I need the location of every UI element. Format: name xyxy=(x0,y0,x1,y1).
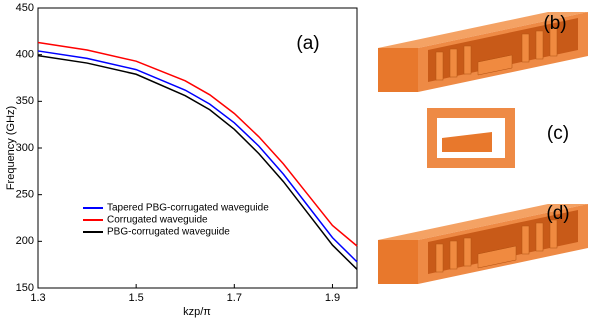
panel-label: (d) xyxy=(546,203,569,224)
y-tick-label: 200 xyxy=(16,235,34,247)
legend-label: PBG-corrugated waveguide xyxy=(107,227,230,238)
x-tick-label: 1.3 xyxy=(30,292,45,304)
y-tick-label: 250 xyxy=(16,189,34,201)
legend-label: Corrugated waveguide xyxy=(107,215,208,226)
x-tick-label: 1.7 xyxy=(227,292,242,304)
panel-label: (c) xyxy=(547,123,569,144)
figure: (a) kzp/π Frequency (GHz) (b) (c) (d) 15… xyxy=(0,0,600,326)
x-tick-label: 1.9 xyxy=(325,292,340,304)
y-tick-label: 350 xyxy=(16,95,34,107)
y-tick-label: 400 xyxy=(16,49,34,61)
y-tick-label: 450 xyxy=(16,2,34,14)
structure-c xyxy=(427,108,515,168)
y-tick-label: 300 xyxy=(16,142,34,154)
x-axis-label: kzp/π xyxy=(183,306,211,318)
legend-label: Tapered PBG-corrugated waveguide xyxy=(107,203,269,214)
annotation: (a) xyxy=(296,33,319,54)
panel-label: (b) xyxy=(543,13,566,34)
x-tick-label: 1.5 xyxy=(129,292,144,304)
